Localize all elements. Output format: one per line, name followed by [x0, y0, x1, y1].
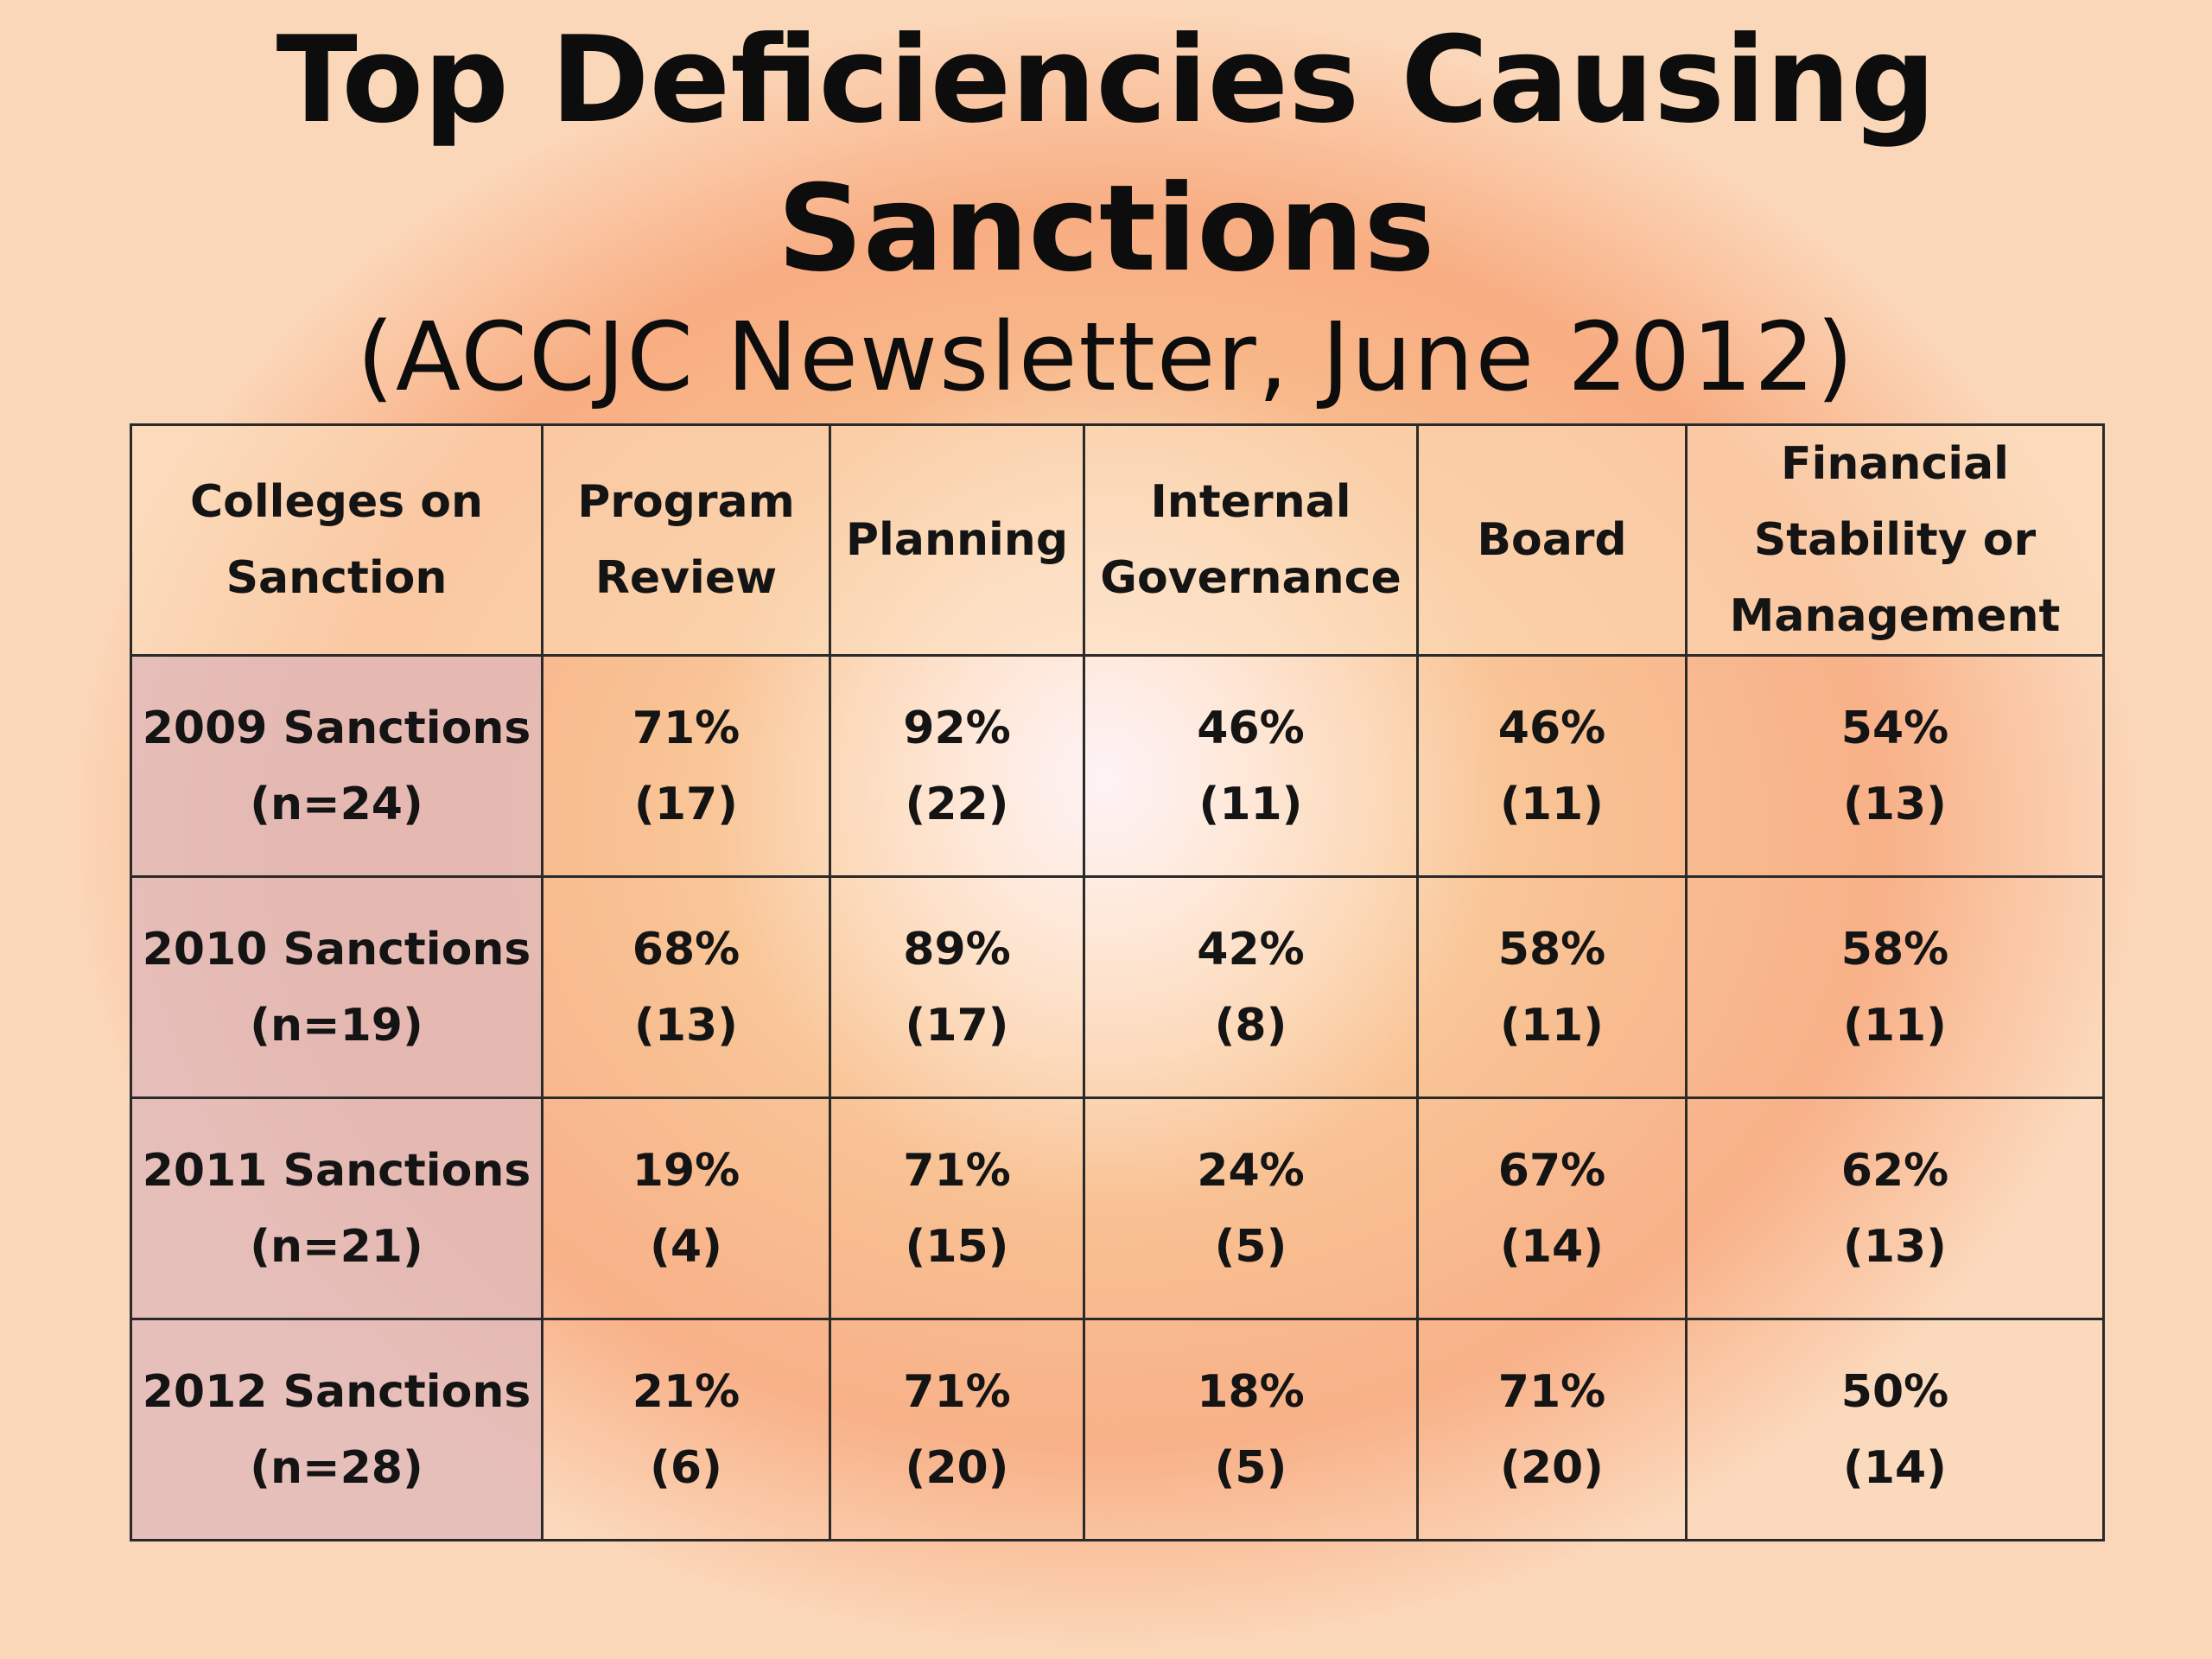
row-header: 2010 Sanctions (n=19)	[130, 875, 543, 1099]
header-financial-stability: Financial Stability or Management	[1685, 423, 2105, 657]
cell-count: (17)	[634, 778, 738, 830]
cell-count: (8)	[1214, 999, 1287, 1052]
cell-percent: 42%	[1197, 923, 1305, 976]
header-text: Colleges on	[189, 476, 484, 528]
cell-count: (4)	[650, 1220, 722, 1273]
cell-percent: 46%	[1197, 702, 1305, 754]
cell-percent: 92%	[903, 702, 1011, 754]
header-text: Sanction	[226, 552, 448, 604]
header-program-review: Program Review	[541, 423, 831, 657]
cell-percent: 89%	[903, 923, 1011, 976]
row-sample-size: (n=19)	[250, 999, 423, 1052]
row-sample-size: (n=28)	[250, 1441, 423, 1494]
cell-percent: 71%	[903, 1144, 1011, 1197]
header-colleges-on-sanction: Colleges on Sanction	[130, 423, 543, 657]
table-cell: 46% (11)	[1083, 654, 1419, 878]
cell-count: (13)	[1843, 778, 1947, 830]
table-cell: 19% (4)	[541, 1096, 831, 1320]
table-row-2010: 2010 Sanctions (n=19) 68% (13) 89% (17) 42…	[130, 875, 2105, 1099]
table-row-2012: 2012 Sanctions (n=28) 21% (6) 71% (20) 18%…	[130, 1318, 2105, 1541]
row-label: 2012 Sanctions	[142, 1365, 531, 1418]
cell-count: (6)	[650, 1441, 722, 1494]
cell-percent: 18%	[1197, 1365, 1305, 1418]
table-cell: 50% (14)	[1685, 1318, 2105, 1541]
cell-percent: 71%	[1497, 1365, 1606, 1418]
header-text: Board	[1477, 514, 1627, 566]
slide-title-line-1: Top Deficiencies Causing	[276, 10, 1936, 149]
header-planning: Planning	[829, 423, 1085, 657]
table-row-2011: 2011 Sanctions (n=21) 19% (4) 71% (15) 24%…	[130, 1096, 2105, 1320]
row-sample-size: (n=24)	[250, 778, 423, 830]
table-cell: 58% (11)	[1416, 875, 1688, 1099]
cell-count: (20)	[1500, 1441, 1604, 1494]
row-header: 2012 Sanctions (n=28)	[130, 1318, 543, 1541]
cell-percent: 24%	[1197, 1144, 1305, 1197]
table-cell: 71% (17)	[541, 654, 831, 878]
cell-percent: 21%	[632, 1365, 741, 1418]
slide-subtitle: (ACCJC Newsletter, June 2012)	[357, 302, 1855, 412]
cell-percent: 46%	[1497, 702, 1606, 754]
row-label: 2011 Sanctions	[142, 1144, 531, 1197]
cell-percent: 62%	[1840, 1144, 1949, 1197]
header-text: Governance	[1100, 552, 1402, 604]
cell-percent: 19%	[632, 1144, 741, 1197]
table-cell: 46% (11)	[1416, 654, 1688, 878]
cell-count: (15)	[905, 1220, 1009, 1273]
header-text: Review	[594, 552, 778, 604]
cell-count: (11)	[1843, 999, 1947, 1052]
header-row: Colleges on Sanction Program Review Plan…	[130, 423, 2105, 657]
cell-count: (11)	[1500, 778, 1604, 830]
cell-percent: 71%	[632, 702, 741, 754]
table-cell: 71% (15)	[829, 1096, 1085, 1320]
table-cell: 67% (14)	[1416, 1096, 1688, 1320]
slide-title-line-2: Sanctions	[777, 159, 1435, 298]
cell-count: (11)	[1500, 999, 1604, 1052]
header-text: Internal	[1150, 476, 1351, 528]
cell-percent: 58%	[1497, 923, 1606, 976]
table-cell: 54% (13)	[1685, 654, 2105, 878]
cell-percent: 50%	[1840, 1365, 1949, 1418]
table-cell: 62% (13)	[1685, 1096, 2105, 1320]
cell-count: (5)	[1214, 1220, 1287, 1273]
row-header: 2009 Sanctions (n=24)	[130, 654, 543, 878]
cell-percent: 68%	[632, 923, 741, 976]
cell-count: (11)	[1198, 778, 1303, 830]
cell-percent: 67%	[1497, 1144, 1606, 1197]
header-internal-governance: Internal Governance	[1083, 423, 1419, 657]
deficiencies-table: Colleges on Sanction Program Review Plan…	[130, 423, 2105, 1541]
cell-count: (22)	[905, 778, 1009, 830]
table-cell: 21% (6)	[541, 1318, 831, 1541]
cell-count: (20)	[905, 1441, 1009, 1494]
table-cell: 42% (8)	[1083, 875, 1419, 1099]
table-cell: 24% (5)	[1083, 1096, 1419, 1320]
cell-percent: 58%	[1840, 923, 1949, 976]
table-cell: 58% (11)	[1685, 875, 2105, 1099]
cell-count: (5)	[1214, 1441, 1287, 1494]
row-label: 2009 Sanctions	[142, 702, 531, 754]
cell-percent: 54%	[1840, 702, 1949, 754]
row-header: 2011 Sanctions (n=21)	[130, 1096, 543, 1320]
header-text: Program	[577, 476, 795, 528]
table-cell: 68% (13)	[541, 875, 831, 1099]
cell-count: (13)	[1843, 1220, 1947, 1273]
table-cell: 89% (17)	[829, 875, 1085, 1099]
table-row-2009: 2009 Sanctions (n=24) 71% (17) 92% (22) 46…	[130, 654, 2105, 878]
table-cell: 92% (22)	[829, 654, 1085, 878]
cell-count: (13)	[634, 999, 738, 1052]
table-cell: 18% (5)	[1083, 1318, 1419, 1541]
header-text: Stability or	[1753, 514, 2037, 566]
row-sample-size: (n=21)	[250, 1220, 423, 1273]
cell-count: (17)	[905, 999, 1009, 1052]
header-text: Planning	[845, 514, 1069, 566]
row-label: 2010 Sanctions	[142, 923, 531, 976]
table-cell: 71% (20)	[1416, 1318, 1688, 1541]
cell-count: (14)	[1843, 1441, 1947, 1494]
header-text: Management	[1729, 590, 2061, 642]
header-text: Financial	[1780, 438, 2010, 490]
cell-percent: 71%	[903, 1365, 1011, 1418]
cell-count: (14)	[1500, 1220, 1604, 1273]
header-board: Board	[1416, 423, 1688, 657]
table-cell: 71% (20)	[829, 1318, 1085, 1541]
